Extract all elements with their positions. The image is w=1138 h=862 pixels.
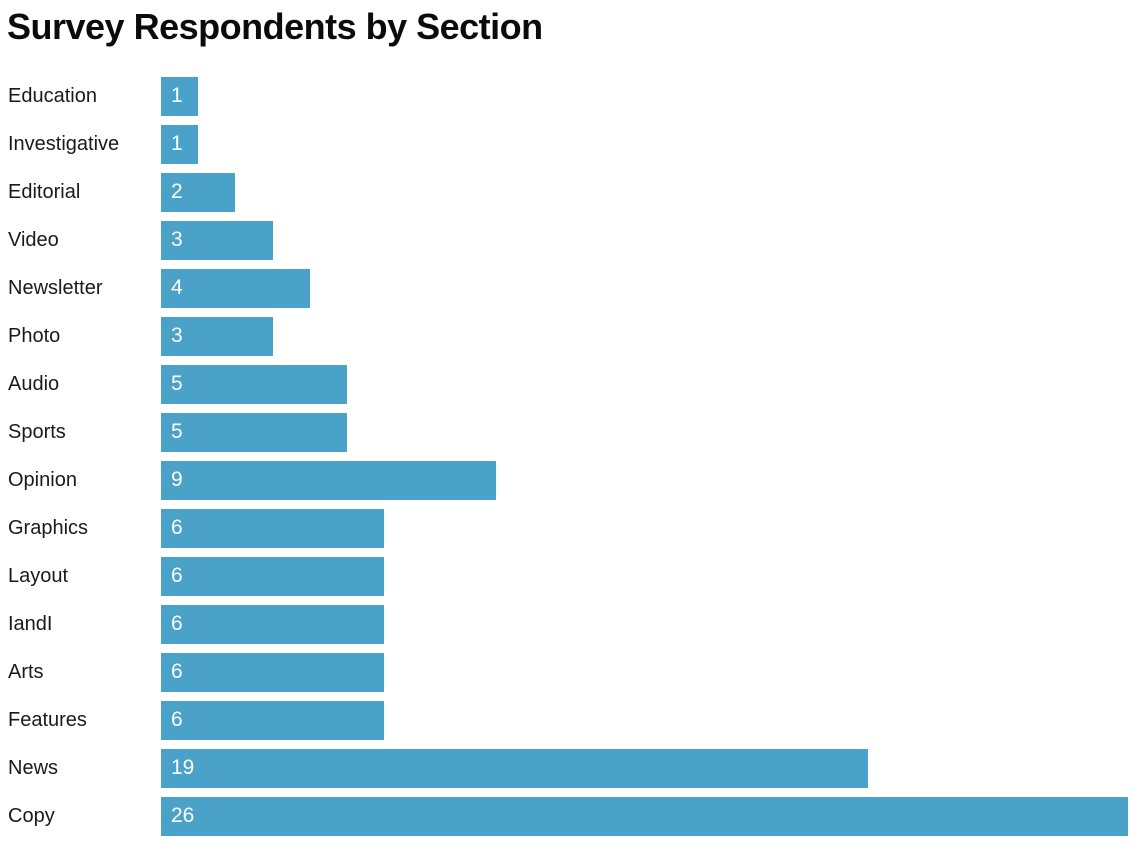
category-label: Photo bbox=[8, 324, 61, 347]
bar-row: News 19 bbox=[0, 744, 1138, 792]
bar-row: Copy 26 bbox=[0, 792, 1138, 840]
bar-value-label: 2 bbox=[171, 180, 183, 203]
bar-track: 6 bbox=[161, 552, 1138, 600]
category-label: Graphics bbox=[8, 516, 89, 539]
bar-value-label: 6 bbox=[171, 564, 183, 587]
bar: 6 bbox=[161, 652, 385, 692]
bar: 5 bbox=[161, 364, 347, 404]
category-label: Audio bbox=[8, 372, 60, 395]
bar-row: Sports 5 bbox=[0, 408, 1138, 456]
bar-track: 6 bbox=[161, 696, 1138, 744]
bar-row: Education 1 bbox=[0, 72, 1138, 120]
bar-value-label: 3 bbox=[171, 324, 183, 347]
bar-value-label: 4 bbox=[171, 276, 183, 299]
bar-chart: Education 1 Investigative 1 Editorial 2 Video 3… bbox=[0, 72, 1138, 840]
bar-row: Editorial 2 bbox=[0, 168, 1138, 216]
bar-track: 3 bbox=[161, 312, 1138, 360]
category-label: IandI bbox=[8, 612, 53, 635]
bar: 19 bbox=[161, 748, 868, 788]
bar: 6 bbox=[161, 556, 385, 596]
bar-value-label: 1 bbox=[171, 132, 183, 155]
bar-value-label: 5 bbox=[171, 420, 183, 443]
bar-value-label: 6 bbox=[171, 708, 183, 731]
bar: 3 bbox=[161, 316, 273, 356]
category-label: News bbox=[8, 756, 59, 779]
bar: 9 bbox=[161, 460, 496, 500]
bar-value-label: 9 bbox=[171, 468, 183, 491]
bar-track: 6 bbox=[161, 648, 1138, 696]
bar-value-label: 19 bbox=[171, 756, 195, 779]
bar-track: 5 bbox=[161, 360, 1138, 408]
bar-track: 19 bbox=[161, 744, 1138, 792]
bar-value-label: 3 bbox=[171, 228, 183, 251]
bar: 6 bbox=[161, 508, 385, 548]
bar: 3 bbox=[161, 220, 273, 260]
category-label: Editorial bbox=[8, 180, 81, 203]
bar-row: Layout 6 bbox=[0, 552, 1138, 600]
bar: 4 bbox=[161, 268, 310, 308]
bar: 26 bbox=[161, 796, 1128, 836]
category-label: Video bbox=[8, 228, 59, 251]
bar-row: Graphics 6 bbox=[0, 504, 1138, 552]
bar-row: Newsletter 4 bbox=[0, 264, 1138, 312]
category-label: Copy bbox=[8, 804, 55, 827]
category-label: Sports bbox=[8, 420, 66, 443]
bar: 6 bbox=[161, 700, 385, 740]
category-label: Education bbox=[8, 84, 97, 107]
bar: 1 bbox=[161, 76, 199, 116]
category-label: Newsletter bbox=[8, 276, 103, 299]
chart-title: Survey Respondents by Section bbox=[7, 6, 543, 47]
bar-track: 1 bbox=[161, 72, 1138, 120]
category-label: Opinion bbox=[8, 468, 77, 491]
bar-row: Video 3 bbox=[0, 216, 1138, 264]
bar-value-label: 5 bbox=[171, 372, 183, 395]
bar-track: 5 bbox=[161, 408, 1138, 456]
bar: 5 bbox=[161, 412, 347, 452]
category-label: Arts bbox=[8, 660, 44, 683]
bar-track: 6 bbox=[161, 504, 1138, 552]
bar-track: 2 bbox=[161, 168, 1138, 216]
bar-row: Audio 5 bbox=[0, 360, 1138, 408]
bar-track: 26 bbox=[161, 792, 1138, 840]
bar: 2 bbox=[161, 172, 236, 212]
bar: 6 bbox=[161, 604, 385, 644]
bar-value-label: 26 bbox=[171, 804, 195, 827]
bar-track: 1 bbox=[161, 120, 1138, 168]
category-label: Layout bbox=[8, 564, 69, 587]
category-label: Features bbox=[8, 708, 87, 731]
category-label: Investigative bbox=[8, 132, 120, 155]
bar-row: IandI 6 bbox=[0, 600, 1138, 648]
bar-track: 3 bbox=[161, 216, 1138, 264]
bar-value-label: 6 bbox=[171, 612, 183, 635]
bar-row: Photo 3 bbox=[0, 312, 1138, 360]
bar-row: Investigative 1 bbox=[0, 120, 1138, 168]
bar-track: 4 bbox=[161, 264, 1138, 312]
bar-track: 6 bbox=[161, 600, 1138, 648]
bar-value-label: 1 bbox=[171, 84, 183, 107]
bar-row: Features 6 bbox=[0, 696, 1138, 744]
bar: 1 bbox=[161, 124, 199, 164]
bar-row: Arts 6 bbox=[0, 648, 1138, 696]
bar-row: Opinion 9 bbox=[0, 456, 1138, 504]
bar-track: 9 bbox=[161, 456, 1138, 504]
bar-value-label: 6 bbox=[171, 660, 183, 683]
bar-value-label: 6 bbox=[171, 516, 183, 539]
